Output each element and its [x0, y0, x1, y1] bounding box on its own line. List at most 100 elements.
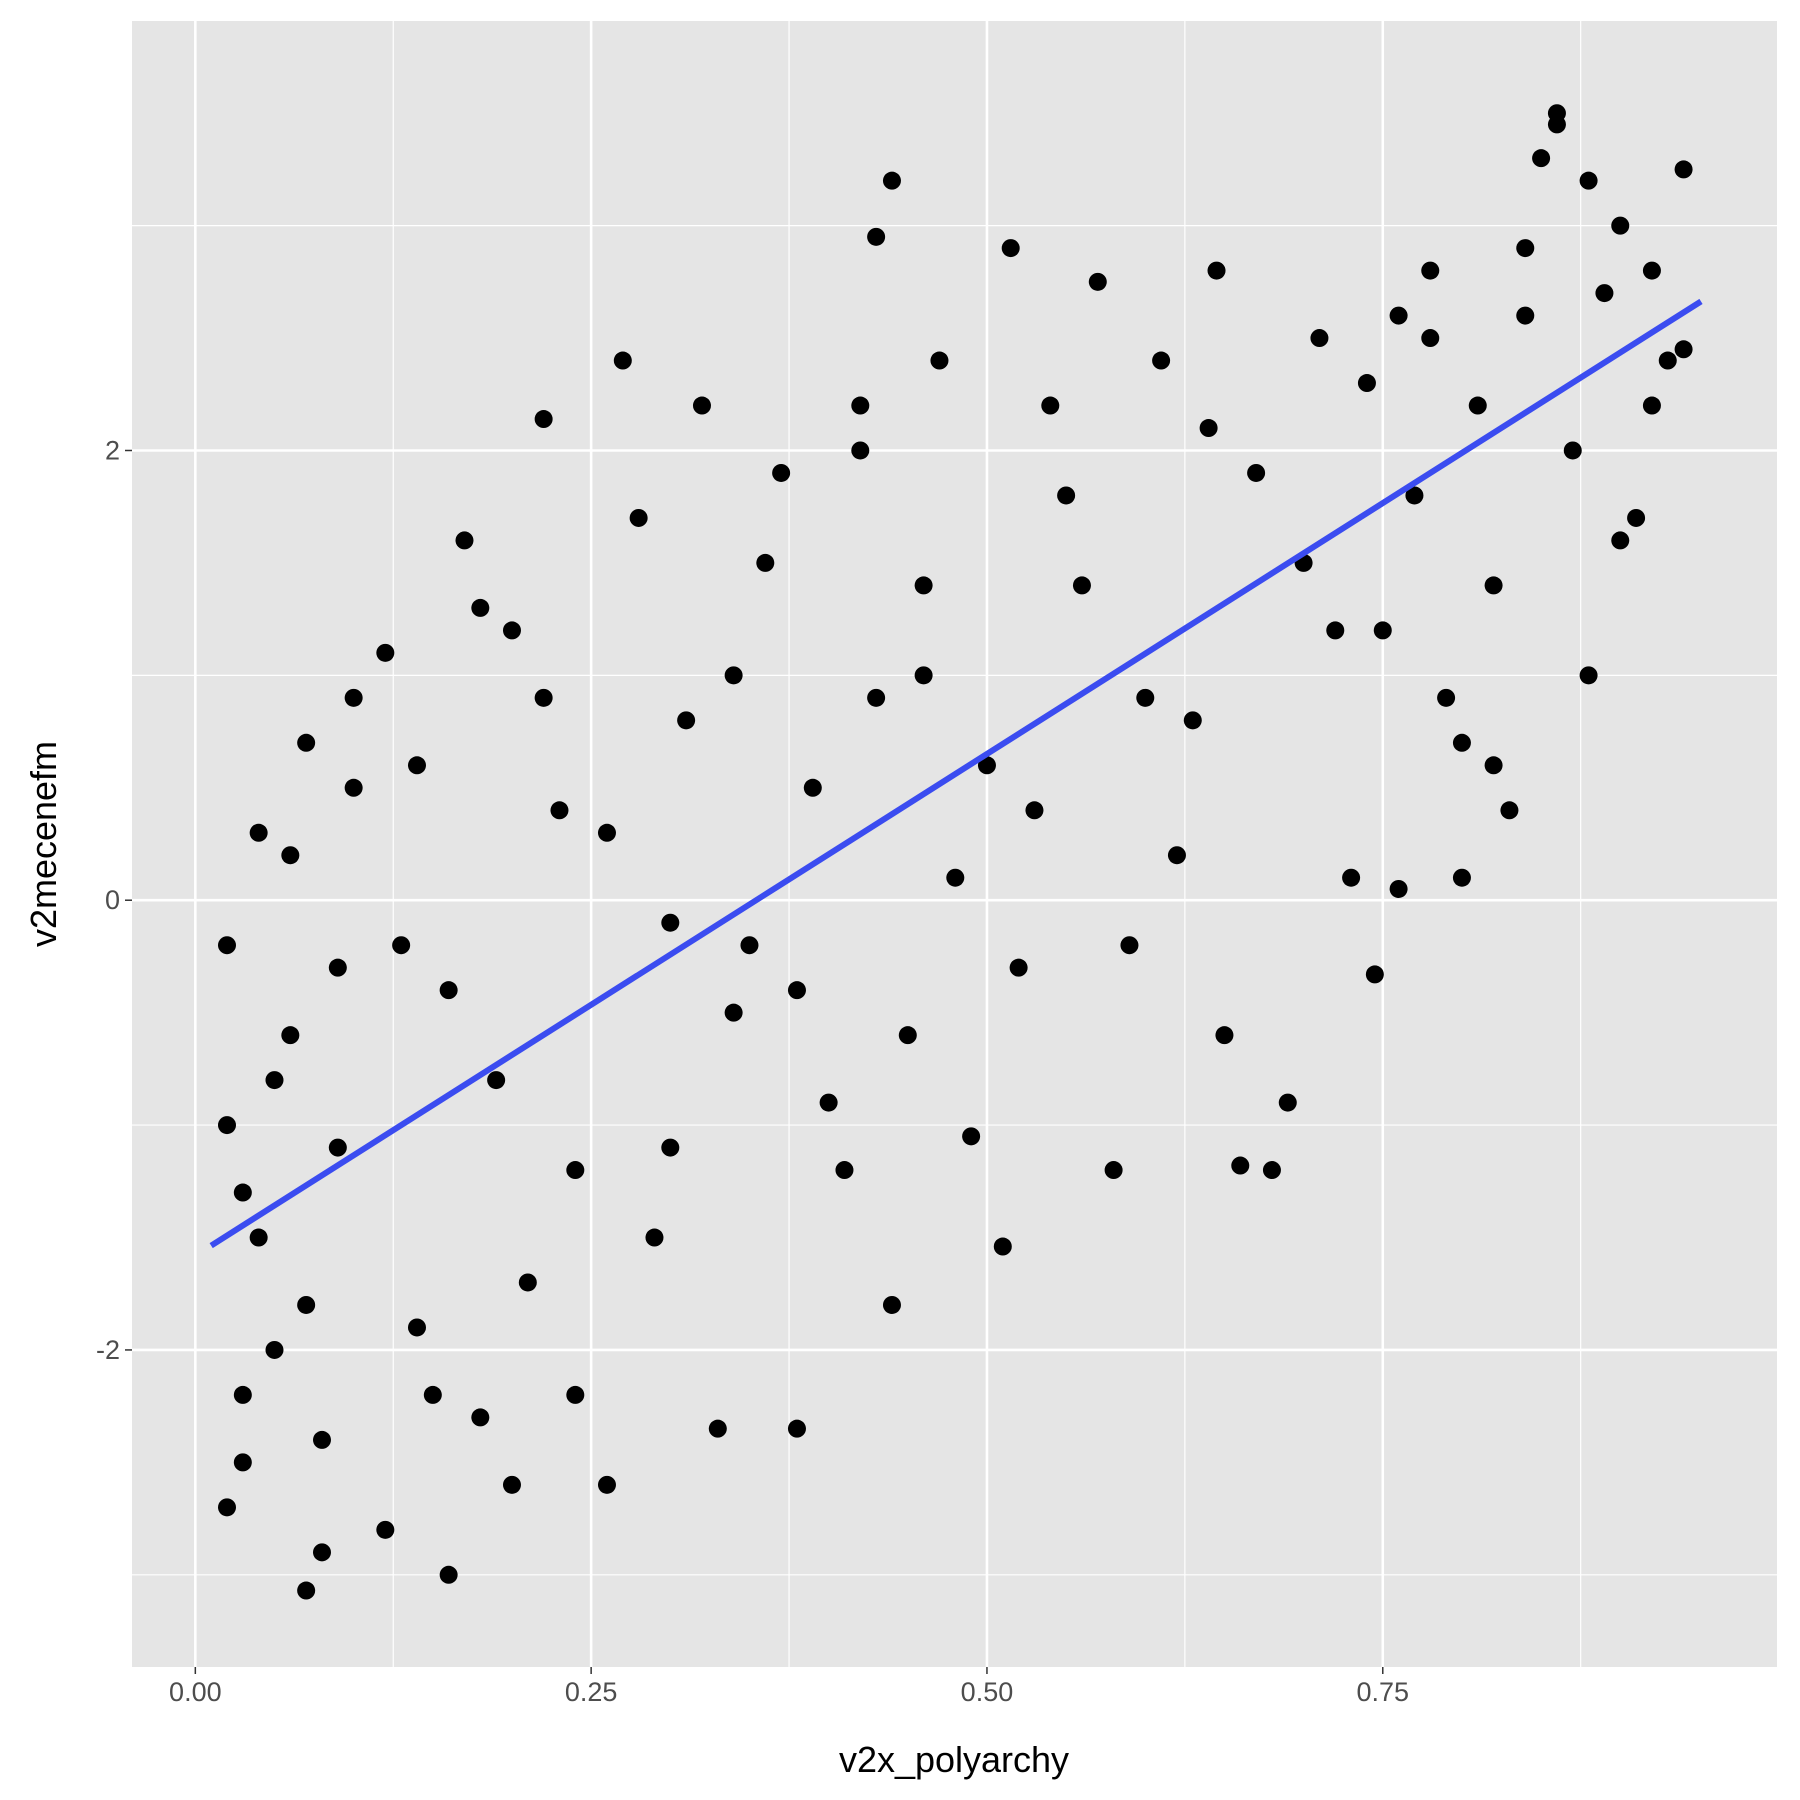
- data-point: [613, 351, 632, 370]
- x-tick-label: 0.25: [565, 1677, 618, 1707]
- data-point: [249, 823, 268, 842]
- data-point: [249, 1228, 268, 1247]
- data-point: [914, 576, 933, 595]
- data-point: [597, 823, 616, 842]
- data-point: [281, 846, 300, 865]
- data-point: [217, 1498, 236, 1517]
- data-point: [1532, 149, 1551, 168]
- data-point: [692, 396, 711, 415]
- data-point: [297, 1295, 316, 1314]
- data-point: [297, 733, 316, 752]
- data-point: [1658, 351, 1677, 370]
- data-point: [1025, 801, 1044, 820]
- data-point: [471, 1408, 490, 1427]
- data-point: [1183, 711, 1202, 730]
- data-point: [1326, 621, 1345, 640]
- x-axis-title: v2x_polyarchy: [839, 1739, 1069, 1780]
- data-point: [1152, 351, 1171, 370]
- regression-line: [209, 298, 1703, 1249]
- data-point: [471, 598, 490, 617]
- data-point: [772, 463, 791, 482]
- data-point: [851, 396, 870, 415]
- data-point: [867, 688, 886, 707]
- data-point: [629, 508, 648, 527]
- data-point: [376, 1520, 395, 1539]
- data-point: [328, 1138, 347, 1157]
- data-point: [1579, 171, 1598, 190]
- data-point: [1452, 733, 1471, 752]
- data-point: [344, 688, 363, 707]
- data-point: [724, 1003, 743, 1022]
- data-point: [787, 1419, 806, 1438]
- data-point: [1595, 284, 1614, 303]
- data-point: [455, 531, 474, 550]
- data-point: [597, 1475, 616, 1494]
- data-point: [882, 171, 901, 190]
- data-point: [1215, 1026, 1234, 1045]
- data-point: [1072, 576, 1091, 595]
- data-point: [328, 958, 347, 977]
- data-point: [502, 621, 521, 640]
- data-point: [566, 1161, 585, 1180]
- y-tick-label: -2: [96, 1335, 120, 1365]
- data-point: [1365, 965, 1384, 984]
- data-point: [708, 1419, 727, 1438]
- data-point: [1437, 688, 1456, 707]
- data-point: [233, 1183, 252, 1202]
- data-point: [930, 351, 949, 370]
- data-point: [1563, 441, 1582, 460]
- data-point: [439, 1565, 458, 1584]
- y-axis-title: v2mecenefm: [23, 741, 64, 947]
- data-point: [1547, 115, 1566, 134]
- data-point: [1357, 374, 1376, 393]
- data-point: [787, 981, 806, 1000]
- data-point: [534, 410, 553, 429]
- data-point: [423, 1385, 442, 1404]
- data-point: [1231, 1156, 1250, 1175]
- data-point: [566, 1385, 585, 1404]
- data-point: [233, 1385, 252, 1404]
- x-tick-label: 0.50: [961, 1677, 1014, 1707]
- data-point: [217, 936, 236, 955]
- data-point: [1516, 306, 1535, 325]
- data-point: [487, 1071, 506, 1090]
- data-point: [1167, 846, 1186, 865]
- data-point: [993, 1237, 1012, 1256]
- data-point: [407, 1318, 426, 1337]
- data-point: [867, 227, 886, 246]
- data-point: [1642, 396, 1661, 415]
- data-point: [1389, 879, 1408, 898]
- data-point: [1516, 239, 1535, 258]
- data-point: [1468, 396, 1487, 415]
- data-point: [740, 936, 759, 955]
- data-point: [882, 1295, 901, 1314]
- data-point: [1389, 306, 1408, 325]
- data-point: [962, 1127, 981, 1146]
- data-point: [803, 778, 822, 797]
- data-point: [344, 778, 363, 797]
- data-point: [835, 1161, 854, 1180]
- data-point: [1136, 688, 1155, 707]
- data-point: [819, 1093, 838, 1112]
- data-point: [1207, 261, 1226, 280]
- data-point: [1674, 160, 1693, 179]
- data-point: [550, 801, 569, 820]
- data-point: [1088, 272, 1107, 291]
- data-point: [312, 1543, 331, 1562]
- data-point: [439, 981, 458, 1000]
- data-point: [1009, 958, 1028, 977]
- data-point: [1421, 329, 1440, 348]
- y-tick-label: 0: [105, 885, 120, 915]
- data-point: [1373, 621, 1392, 640]
- data-point: [851, 441, 870, 460]
- data-point: [265, 1071, 284, 1090]
- data-point: [1041, 396, 1060, 415]
- data-point: [1484, 756, 1503, 775]
- data-point: [1421, 261, 1440, 280]
- data-point: [1342, 868, 1361, 887]
- data-point: [1627, 508, 1646, 527]
- data-point: [1199, 419, 1218, 438]
- data-point: [1247, 463, 1266, 482]
- data-point: [1001, 239, 1020, 258]
- data-point: [1262, 1161, 1281, 1180]
